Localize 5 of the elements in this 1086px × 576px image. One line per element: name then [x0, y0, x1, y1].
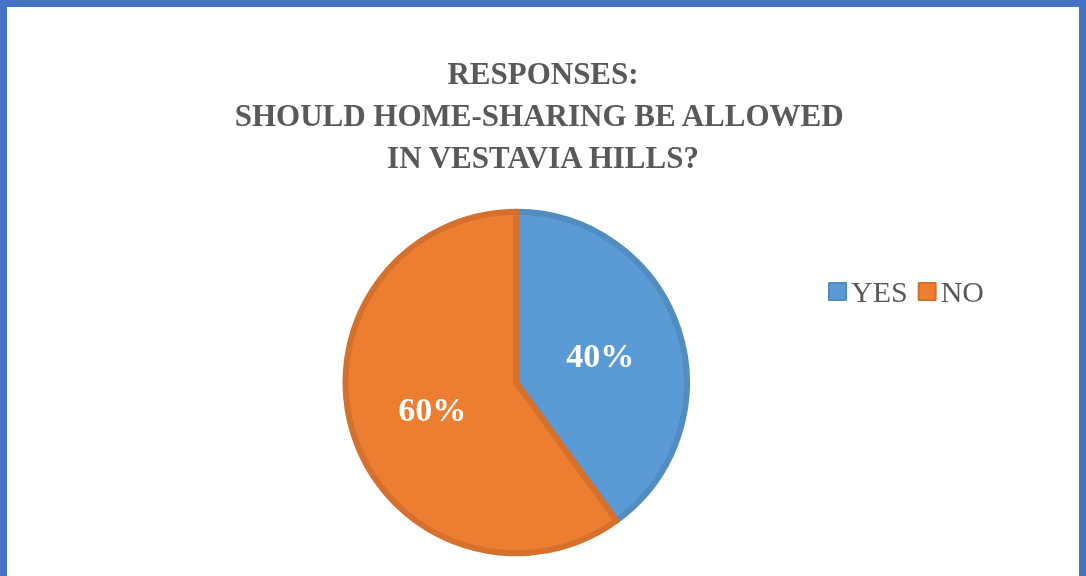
legend-label: NO — [940, 275, 985, 308]
legend-label: YES — [851, 275, 908, 308]
data-label: 60% — [398, 391, 467, 429]
data-label: 40% — [566, 336, 635, 374]
chart-title: RESPONSES: SHOULD HOME-SHARING BE ALLOWED IN VESTAVIA HILLS? — [234, 55, 852, 175]
